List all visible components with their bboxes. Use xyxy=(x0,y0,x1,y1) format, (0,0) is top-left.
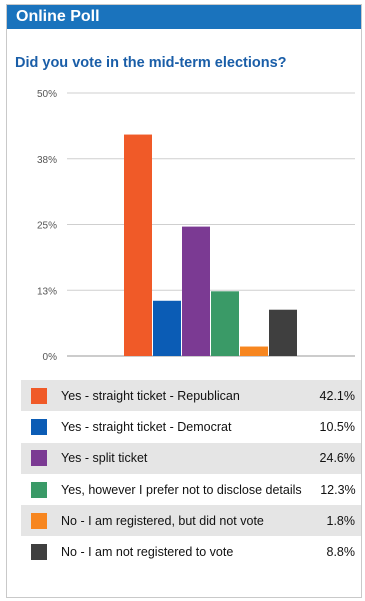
legend-swatch xyxy=(31,544,47,561)
legend-row: Yes - straight ticket - Republican 42.1% xyxy=(21,380,361,412)
legend-value: 24.6% xyxy=(319,451,355,466)
legend-swatch xyxy=(31,418,47,435)
y-tick-label: 50% xyxy=(37,89,57,100)
legend-value: 8.8% xyxy=(326,545,356,560)
y-tick-label: 13% xyxy=(37,286,57,297)
legend-value: 42.1% xyxy=(319,388,355,403)
legend-row: No - I am registered, but did not vote 1.… xyxy=(21,505,361,537)
legend-value: 12.3% xyxy=(320,482,356,497)
poll-chart: 0% 13% 25% 38% 50% xyxy=(7,83,361,365)
bar-6 xyxy=(269,309,297,356)
poll-header: Online Poll xyxy=(7,5,361,29)
poll-legend: Yes - straight ticket - Republican 42.1% Y… xyxy=(21,380,361,568)
y-tick-label: 25% xyxy=(37,221,57,232)
bar-2 xyxy=(153,300,181,356)
y-tick-label: 38% xyxy=(37,155,57,166)
bar-5 xyxy=(240,346,268,356)
legend-row: Yes, however I prefer not to disclose de… xyxy=(21,474,361,505)
bar-3 xyxy=(182,226,210,356)
legend-value: 10.5% xyxy=(319,419,355,434)
legend-label: Yes - straight ticket - Republican xyxy=(61,388,240,403)
legend-swatch xyxy=(31,450,47,467)
legend-swatch xyxy=(31,387,47,404)
legend-swatch xyxy=(31,481,47,498)
legend-row: Yes - straight ticket - Democrat 10.5% xyxy=(21,411,361,442)
legend-label: No - I am registered, but did not vote xyxy=(61,513,264,528)
legend-row: No - I am not registered to vote 8.8% xyxy=(21,536,361,567)
legend-swatch xyxy=(31,512,47,529)
bar-4 xyxy=(211,291,239,356)
bar-chart: 0% 13% 25% 38% 50% xyxy=(37,89,355,363)
poll-question: Did you vote in the mid-term elections? xyxy=(15,55,287,71)
legend-row: Yes - split ticket 24.6% xyxy=(21,442,361,474)
poll-widget: Online Poll Did you vote in the mid-term… xyxy=(6,4,362,598)
legend-label: Yes - split ticket xyxy=(61,451,148,466)
legend-value: 1.8% xyxy=(326,513,356,528)
legend-label: Yes, however I prefer not to disclose de… xyxy=(61,482,302,497)
y-tick-label: 0% xyxy=(43,352,58,363)
legend-label: Yes - straight ticket - Democrat xyxy=(61,419,232,434)
bar-1 xyxy=(124,134,152,356)
legend-label: No - I am not registered to vote xyxy=(61,545,234,560)
